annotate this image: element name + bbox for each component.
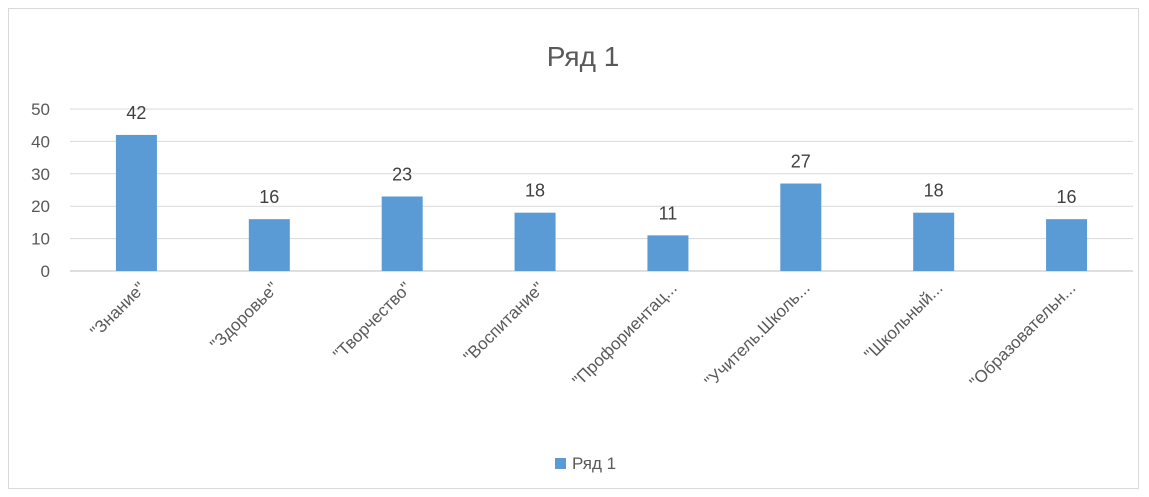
data-labels: 42 16 23 18 11 27 18 16 bbox=[126, 103, 1076, 223]
bar bbox=[115, 134, 157, 271]
y-tick-label: 50 bbox=[31, 100, 50, 119]
data-label: 16 bbox=[259, 187, 279, 207]
data-label: 42 bbox=[126, 103, 146, 123]
x-tick-label: "Школьный... bbox=[861, 278, 947, 364]
x-tick-label: "Образовательн... bbox=[966, 278, 1080, 392]
data-label: 18 bbox=[924, 181, 944, 201]
bar bbox=[913, 212, 955, 271]
bar bbox=[514, 212, 556, 271]
bar bbox=[248, 219, 290, 271]
data-label: 16 bbox=[1057, 187, 1077, 207]
x-tick-label: "Профориентац... bbox=[569, 278, 681, 390]
y-tick-label: 20 bbox=[31, 197, 50, 216]
bars bbox=[115, 134, 1088, 271]
data-label: 27 bbox=[791, 152, 811, 172]
x-axis-labels: "Знание" "Здоровье" "Творчество" "Воспитани… bbox=[87, 278, 1080, 392]
data-label: 18 bbox=[525, 181, 545, 201]
bar bbox=[1046, 219, 1088, 271]
legend-swatch bbox=[555, 458, 566, 469]
x-tick-label: "Учитель.Школь... bbox=[701, 278, 814, 391]
chart-title: Ряд 1 bbox=[547, 41, 620, 72]
y-tick-label: 0 bbox=[41, 262, 50, 281]
legend-label: Ряд 1 bbox=[572, 454, 616, 473]
legend: Ряд 1 bbox=[555, 454, 616, 473]
x-tick-label: "Здоровье" bbox=[207, 278, 283, 354]
y-tick-label: 30 bbox=[31, 165, 50, 184]
bar bbox=[381, 196, 423, 271]
y-tick-label: 10 bbox=[31, 230, 50, 249]
x-tick-label: "Творчество" bbox=[329, 278, 415, 364]
bar bbox=[647, 235, 689, 271]
y-axis-ticks: 0 10 20 30 40 50 bbox=[31, 100, 50, 281]
gridlines bbox=[70, 108, 1133, 272]
bar bbox=[780, 183, 822, 271]
data-label: 23 bbox=[392, 164, 412, 184]
x-tick-label: "Воспитание" bbox=[460, 278, 548, 366]
x-tick-label: "Знание" bbox=[87, 278, 150, 341]
y-tick-label: 40 bbox=[31, 132, 50, 151]
data-label: 11 bbox=[659, 203, 678, 223]
